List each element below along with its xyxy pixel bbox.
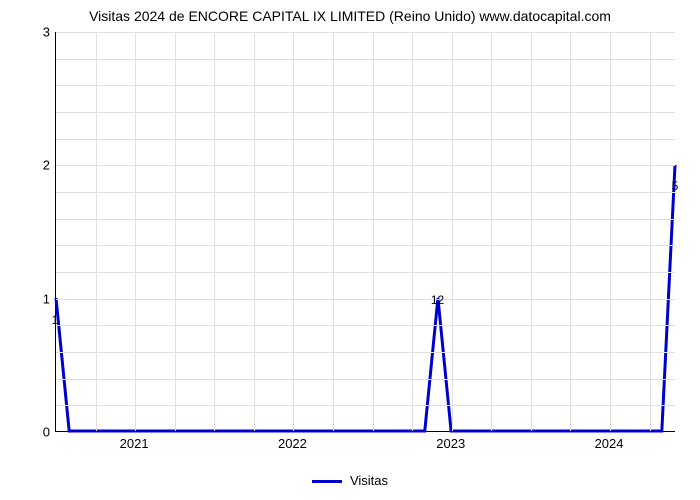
gridline-h — [56, 299, 675, 300]
y-tick-label: 3 — [25, 25, 50, 40]
gridline-h — [56, 272, 675, 273]
gridline-v — [96, 32, 97, 431]
y-tick-label: 0 — [25, 425, 50, 440]
gridline-h — [56, 379, 675, 380]
gridline-h — [56, 32, 675, 33]
plot-area — [55, 32, 675, 432]
x-tick-label: 2024 — [595, 436, 624, 451]
point-label: 5 — [672, 179, 679, 193]
gridline-h — [56, 219, 675, 220]
gridline-v — [491, 32, 492, 431]
gridline-v — [293, 32, 294, 431]
point-label: 12 — [431, 293, 444, 307]
gridline-h — [56, 325, 675, 326]
x-tick-label: 2022 — [278, 436, 307, 451]
point-label: 1 — [52, 313, 59, 327]
gridline-h — [56, 85, 675, 86]
gridline-v — [214, 32, 215, 431]
gridline-v — [135, 32, 136, 431]
gridline-v — [610, 32, 611, 431]
gridline-h — [56, 59, 675, 60]
y-tick-label: 1 — [25, 291, 50, 306]
gridline-h — [56, 112, 675, 113]
gridline-v — [175, 32, 176, 431]
legend-swatch — [312, 480, 342, 483]
line-series — [56, 32, 675, 431]
gridline-v — [650, 32, 651, 431]
gridline-h — [56, 139, 675, 140]
gridline-v — [373, 32, 374, 431]
gridline-v — [570, 32, 571, 431]
gridline-v — [452, 32, 453, 431]
x-tick-label: 2021 — [120, 436, 149, 451]
gridline-h — [56, 165, 675, 166]
gridline-h — [56, 192, 675, 193]
y-tick-label: 2 — [25, 158, 50, 173]
x-tick-label: 2023 — [436, 436, 465, 451]
gridline-v — [412, 32, 413, 431]
gridline-v — [333, 32, 334, 431]
chart-title: Visitas 2024 de ENCORE CAPITAL IX LIMITE… — [0, 8, 700, 24]
legend-label: Visitas — [350, 473, 388, 488]
gridline-h — [56, 405, 675, 406]
gridline-v — [531, 32, 532, 431]
legend: Visitas — [0, 473, 700, 488]
gridline-v — [254, 32, 255, 431]
gridline-h — [56, 245, 675, 246]
visits-chart: Visitas 2024 de ENCORE CAPITAL IX LIMITE… — [0, 0, 700, 500]
gridline-h — [56, 352, 675, 353]
